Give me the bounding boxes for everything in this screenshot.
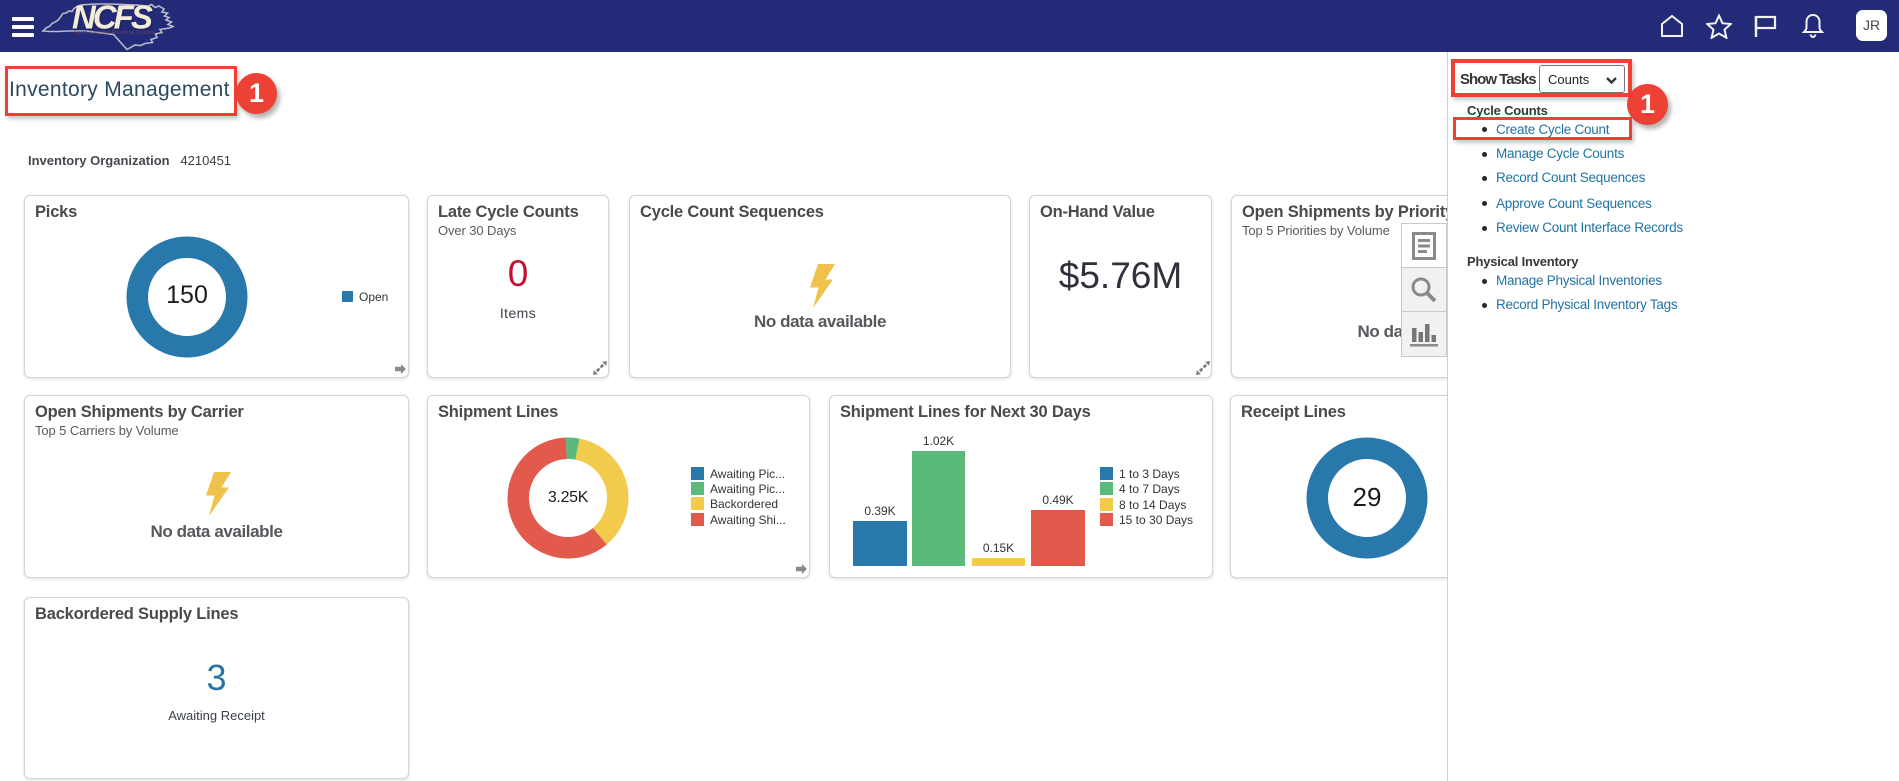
svg-text:NCFS: NCFS <box>74 0 155 37</box>
svg-text:North Carolina Financial Syste: North Carolina Financial System <box>74 30 155 36</box>
svg-text:NCFS: NCFS <box>72 0 153 36</box>
